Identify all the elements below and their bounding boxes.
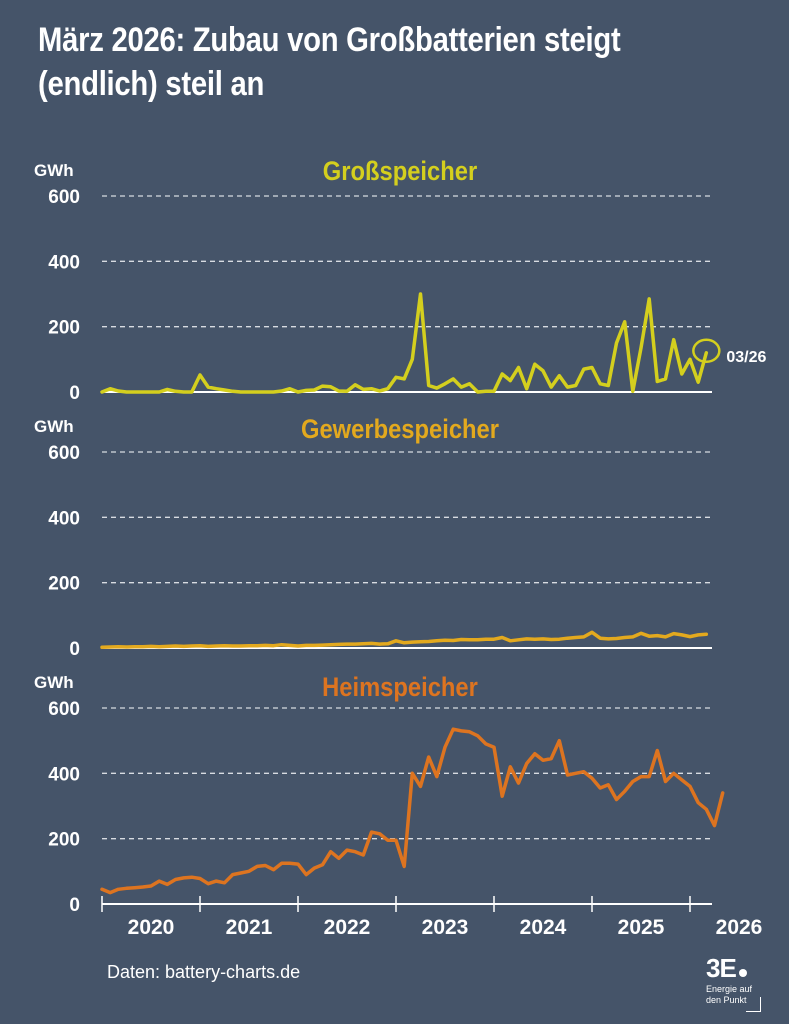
brand-logo: 3E Energie auf den Punkt	[706, 955, 766, 1015]
series-line	[100, 630, 709, 650]
panel-title: Großspeicher	[323, 157, 478, 187]
series-line	[100, 292, 709, 394]
y-tick-label: 200	[48, 830, 80, 851]
x-tick-label: 2022	[324, 916, 371, 939]
y-tick-label: 0	[69, 383, 80, 404]
y-axis-unit: GWh	[34, 673, 74, 692]
panel-title: Heimspeicher	[322, 673, 478, 703]
highlight-circle	[692, 338, 721, 364]
series-line	[100, 727, 725, 895]
y-tick-label: 200	[48, 318, 80, 339]
y-tick-label: 600	[48, 443, 80, 464]
chart-title: März 2026: Zubau von Großbatterien steig…	[38, 21, 621, 103]
x-tick-label: 2021	[226, 916, 273, 939]
y-tick-label: 0	[69, 895, 80, 916]
x-tick-label: 2024	[520, 916, 567, 939]
y-tick-label: 400	[48, 252, 80, 273]
y-tick-label: 600	[48, 187, 80, 208]
logo-mark: 3E	[706, 955, 766, 981]
annotation-label: 03/26	[726, 349, 766, 366]
panel-title: Gewerbespeicher	[301, 415, 499, 445]
x-tick-label: 2025	[618, 916, 665, 939]
y-tick-label: 400	[48, 508, 80, 529]
x-tick-label: 2023	[422, 916, 469, 939]
y-tick-label: 0	[69, 639, 80, 660]
y-axis-unit: GWh	[34, 161, 74, 180]
x-tick-label: 2020	[128, 916, 175, 939]
logo-tagline: Energie auf den Punkt	[706, 984, 753, 1005]
source-note: Daten: battery-charts.de	[107, 962, 301, 982]
y-tick-label: 200	[48, 574, 80, 595]
y-tick-label: 400	[48, 764, 80, 785]
logo-bracket-icon	[746, 997, 761, 1012]
y-axis-unit: GWh	[34, 417, 74, 436]
y-tick-label: 600	[48, 699, 80, 720]
logo-dot-icon	[738, 969, 747, 977]
x-tick-label: 2026	[716, 916, 763, 939]
